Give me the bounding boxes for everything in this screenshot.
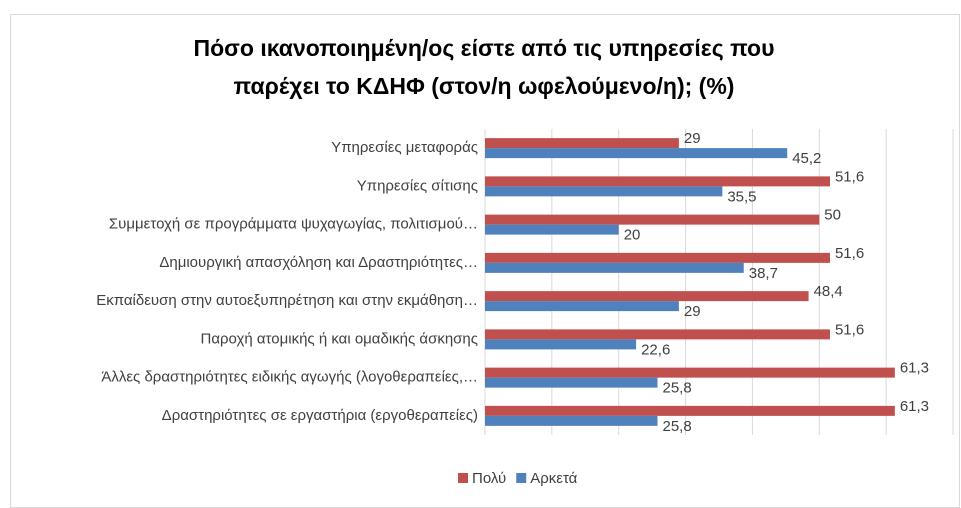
bar <box>485 415 658 426</box>
bar <box>485 224 619 235</box>
bar <box>485 339 637 350</box>
value-label: 29 <box>684 130 701 147</box>
y-tick-label: Άλλες δραστηριότητες ειδικής αγωγής (λογ… <box>101 369 478 386</box>
value-label: 20 <box>624 227 641 244</box>
bar <box>485 301 679 312</box>
chart-title: παρέχει το ΚΔΗΦ (στον/η ωφελούμενο/η); (… <box>234 73 735 99</box>
value-label: 25,8 <box>662 380 691 397</box>
y-tick-label: Παροχή ατομικής ή και ομαδικής άσκησης <box>201 330 478 347</box>
bar <box>485 377 658 388</box>
value-label: 35,5 <box>727 188 756 205</box>
y-tick-label: Δημιουργική απασχόληση και Δραστηριότητε… <box>159 254 478 271</box>
value-label: 29 <box>684 303 701 320</box>
value-label: 61,3 <box>900 360 929 377</box>
bar <box>485 176 830 187</box>
bar <box>485 148 788 159</box>
value-label: 61,3 <box>900 398 929 415</box>
value-label: 25,8 <box>662 418 691 435</box>
bar <box>485 138 679 149</box>
bar <box>485 252 830 263</box>
value-label: 22,6 <box>641 341 670 358</box>
legend-label: Αρκετά <box>530 470 577 487</box>
bar <box>485 214 820 225</box>
chart-title: Πόσο ικανοποιημένη/ος είστε από τις υπηρ… <box>194 35 775 61</box>
value-label: 51,6 <box>835 245 864 262</box>
legend-swatch <box>516 473 527 483</box>
value-label: 48,4 <box>814 283 843 300</box>
y-tick-label: Δραστηριότητες σε εργαστήρια (εργοθεραπε… <box>162 407 478 424</box>
y-tick-label: Υπηρεσίες σίτισης <box>357 177 478 194</box>
value-label: 38,7 <box>749 265 778 282</box>
bar <box>485 262 744 273</box>
value-label: 51,6 <box>835 321 864 338</box>
bar <box>485 329 830 340</box>
bar <box>485 186 723 197</box>
legend-swatch <box>458 473 468 483</box>
y-tick-label: Υπηρεσίες μεταφοράς <box>331 139 478 156</box>
value-label: 50 <box>824 207 841 224</box>
value-label: 51,6 <box>835 168 864 185</box>
y-tick-label: Εκπαίδευση στην αυτοεξυπηρέτηση και στην… <box>96 292 478 309</box>
bar <box>485 291 809 302</box>
bar <box>485 405 895 416</box>
y-tick-label: Συμμετοχή σε προγράμματα ψυχαγωγίας, πολ… <box>109 216 478 233</box>
value-label: 45,2 <box>792 150 821 167</box>
legend-label: Πολύ <box>472 470 506 487</box>
bar <box>485 367 895 378</box>
